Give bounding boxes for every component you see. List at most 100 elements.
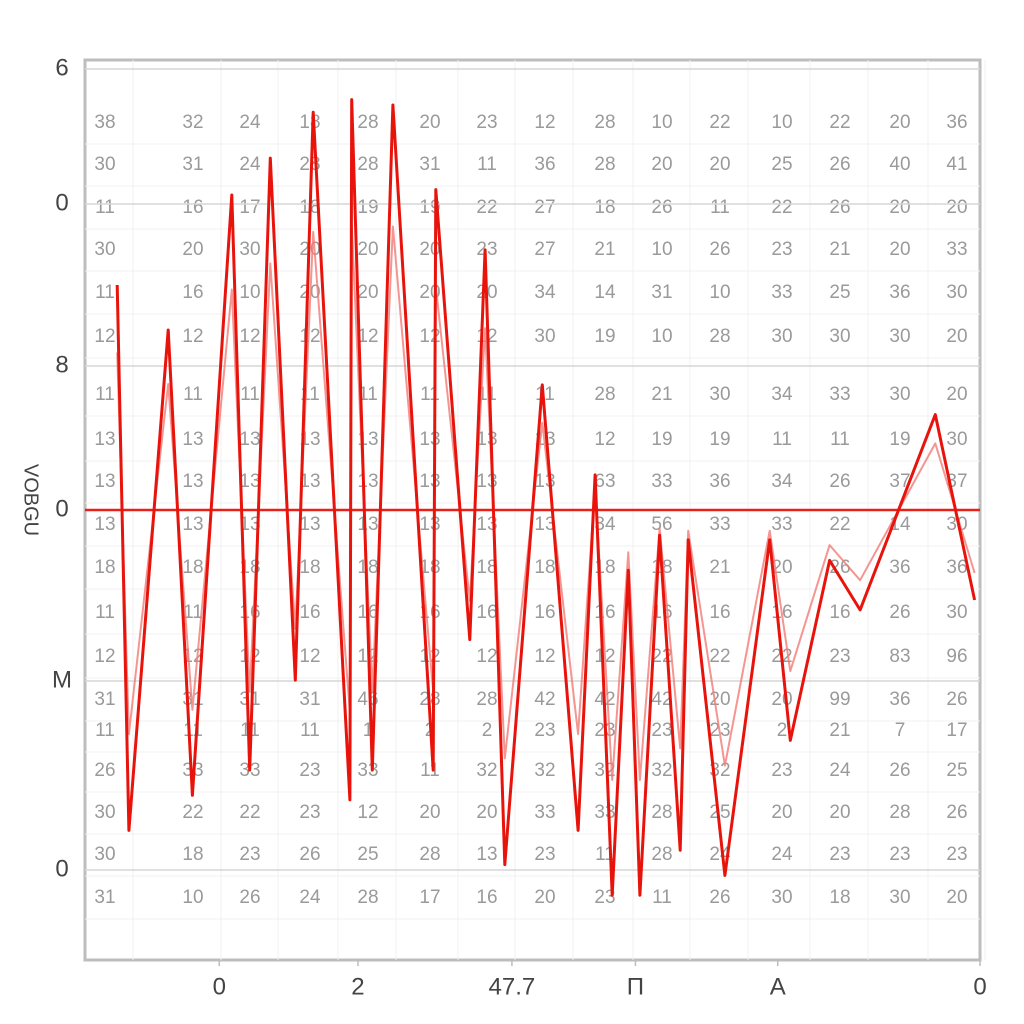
cell-label: 13	[357, 514, 378, 535]
cell-label: 17	[239, 197, 260, 218]
cell-label: 30	[94, 154, 115, 175]
cell-label: 30	[889, 326, 910, 347]
cell-label: 20	[182, 239, 203, 260]
cell-label: 13	[534, 514, 555, 535]
cell-label: 26	[829, 471, 850, 492]
cell-label: 13	[182, 514, 203, 535]
cell-label: 7	[895, 720, 906, 741]
y-tick-label: 0	[55, 189, 68, 216]
cell-label: 28	[357, 112, 378, 133]
cell-label: 56	[651, 514, 672, 535]
cell-label: 19	[594, 326, 615, 347]
cell-label: 11	[477, 154, 497, 175]
cell-label: 32	[534, 760, 555, 781]
cell-label: 11	[710, 197, 730, 218]
cell-label: 28	[357, 154, 378, 175]
cell-label: 26	[946, 689, 967, 710]
cell-label: 24	[829, 760, 851, 781]
cell-label: 23	[829, 844, 850, 865]
cell-label: 20	[889, 112, 910, 133]
cell-label: 42	[534, 689, 555, 710]
cell-label: 30	[534, 326, 555, 347]
y-tick-label: 8	[55, 351, 68, 378]
cell-label: 22	[239, 802, 260, 823]
cell-label: 22	[709, 112, 730, 133]
cell-label: 13	[182, 429, 203, 450]
cell-label: 23	[651, 720, 672, 741]
cell-label: 13	[94, 514, 115, 535]
cell-label: 12	[357, 326, 378, 347]
cell-label: 26	[946, 802, 967, 823]
cell-label: 11	[95, 720, 115, 741]
cell-label: 18	[534, 557, 555, 578]
cell-label: 25	[357, 844, 378, 865]
cell-label: 22	[476, 197, 497, 218]
x-tick-label: Π	[627, 973, 644, 1000]
cell-label: 31	[299, 689, 320, 710]
cell-label: 33	[829, 384, 850, 405]
cell-label: 30	[829, 326, 850, 347]
cell-label: 33	[771, 514, 792, 535]
cell-label: 13	[239, 471, 260, 492]
cell-label: 26	[829, 197, 850, 218]
cell-label: 23	[476, 112, 497, 133]
cell-label: 31	[94, 689, 115, 710]
cell-label: 28	[357, 887, 378, 908]
cell-label: 24	[299, 887, 321, 908]
cell-label: 37	[889, 471, 910, 492]
cell-label: 33	[357, 760, 378, 781]
cell-label: 13	[182, 471, 203, 492]
cell-label: 33	[771, 282, 792, 303]
cell-label: 25	[946, 760, 967, 781]
cell-label: 17	[419, 887, 440, 908]
cell-label: 31	[182, 154, 203, 175]
cell-label: 30	[94, 844, 115, 865]
cell-label: 33	[534, 802, 555, 823]
cell-label: 19	[889, 429, 910, 450]
cell-label: 33	[594, 802, 615, 823]
cell-label: 18	[182, 844, 203, 865]
cell-label: 10	[182, 887, 203, 908]
cell-label: 16	[182, 197, 203, 218]
cell-label: 36	[889, 282, 910, 303]
cell-label: 18	[94, 557, 115, 578]
cell-label: 21	[709, 557, 730, 578]
x-tick-label: 0	[973, 973, 986, 1000]
cell-label: 33	[946, 239, 967, 260]
cell-label: 23	[299, 760, 320, 781]
cell-label: 32	[651, 760, 672, 781]
cell-label: 16	[182, 282, 203, 303]
cell-label: 41	[946, 154, 967, 175]
cell-label: 16	[239, 602, 260, 623]
cell-label: 26	[299, 844, 320, 865]
cell-label: 11	[95, 602, 115, 623]
cell-label: 24	[239, 112, 261, 133]
cell-label: 34	[771, 471, 793, 492]
cell-label: 20	[946, 326, 967, 347]
cell-label: 30	[94, 239, 115, 260]
cell-label: 16	[709, 602, 730, 623]
cell-label: 31	[94, 887, 115, 908]
cell-label: 13	[94, 471, 115, 492]
cell-label: 30	[709, 384, 730, 405]
cell-label: 26	[94, 760, 115, 781]
y-tick-label: M	[52, 666, 72, 693]
cell-label: 10	[709, 282, 730, 303]
cell-label: 26	[709, 887, 730, 908]
cell-label: 12	[357, 802, 378, 823]
cell-label: 24	[239, 154, 261, 175]
cell-label: 28	[594, 112, 615, 133]
cell-label: 13	[239, 429, 260, 450]
cell-label: 13	[476, 844, 497, 865]
cell-label: 96	[946, 646, 967, 667]
cell-label: 13	[357, 471, 378, 492]
cell-label: 13	[419, 471, 440, 492]
cell-label: 18	[299, 112, 320, 133]
cell-label: 20	[771, 802, 792, 823]
cell-label: 20	[651, 154, 672, 175]
x-tick-label: 0	[213, 973, 226, 1000]
cell-label: 22	[182, 802, 203, 823]
cell-label: 16	[534, 602, 555, 623]
cell-label: 11	[95, 282, 115, 303]
cell-label: 36	[889, 557, 910, 578]
